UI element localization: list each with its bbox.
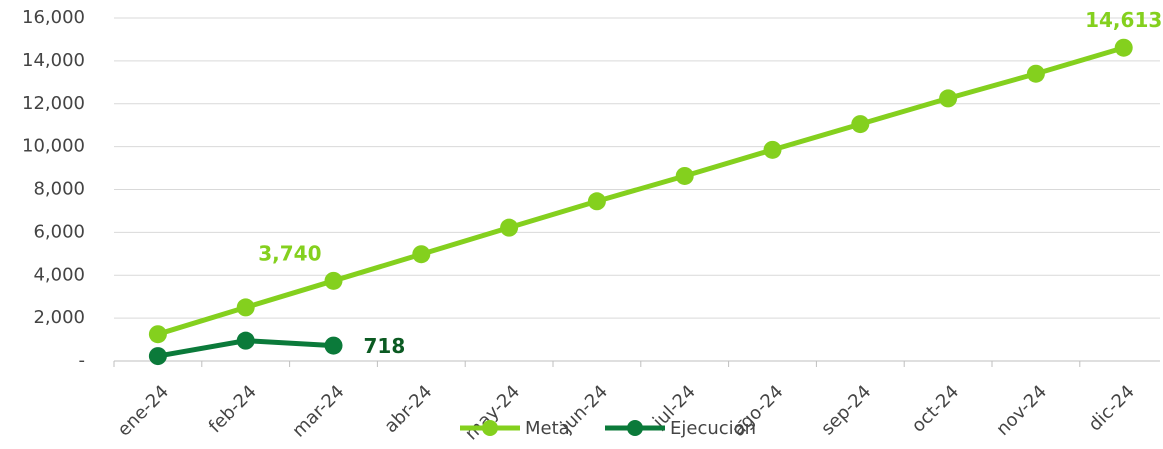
marker bbox=[500, 218, 519, 237]
legend-label: Meta bbox=[525, 418, 570, 439]
x-tick-label: nov-24 bbox=[992, 381, 1051, 440]
y-tick-label: 6,000 bbox=[33, 221, 85, 242]
x-tick-label: sep-24 bbox=[817, 381, 875, 439]
marker bbox=[236, 298, 255, 317]
marker bbox=[675, 166, 694, 185]
marker bbox=[236, 331, 255, 350]
y-tick-label: 14,000 bbox=[22, 50, 85, 71]
x-tick-label: dic-24 bbox=[1085, 381, 1139, 435]
marker bbox=[587, 192, 606, 211]
y-tick-label: 16,000 bbox=[22, 7, 85, 28]
marker bbox=[763, 140, 782, 159]
marker bbox=[1026, 64, 1045, 83]
y-tick-label: - bbox=[79, 350, 86, 371]
legend-marker bbox=[627, 420, 643, 436]
x-tick-label: oct-24 bbox=[908, 381, 963, 436]
y-tick-label: 2,000 bbox=[33, 307, 85, 328]
marker bbox=[939, 89, 958, 108]
x-tick-label: ene-24 bbox=[114, 381, 173, 440]
y-tick-label: 12,000 bbox=[22, 93, 85, 114]
x-tick-label: feb-24 bbox=[205, 381, 261, 437]
data-label: 3,740 bbox=[258, 241, 321, 265]
marker bbox=[324, 271, 343, 290]
data-label: 14,613 bbox=[1085, 8, 1162, 32]
marker bbox=[148, 325, 167, 344]
y-tick-label: 8,000 bbox=[33, 179, 85, 200]
data-label: 718 bbox=[364, 334, 406, 358]
marker bbox=[1114, 38, 1133, 57]
line bbox=[157, 45, 1125, 337]
legend-marker bbox=[482, 420, 498, 436]
legend-label: Ejecución bbox=[670, 418, 756, 439]
y-tick-label: 10,000 bbox=[22, 136, 85, 157]
marker bbox=[412, 245, 431, 264]
y-tick-label: 4,000 bbox=[33, 264, 85, 285]
marker bbox=[851, 115, 870, 134]
marker bbox=[324, 336, 343, 355]
x-tick-label: abr-24 bbox=[380, 381, 436, 437]
marker bbox=[148, 347, 167, 366]
x-tick-label: mar-24 bbox=[288, 381, 348, 441]
